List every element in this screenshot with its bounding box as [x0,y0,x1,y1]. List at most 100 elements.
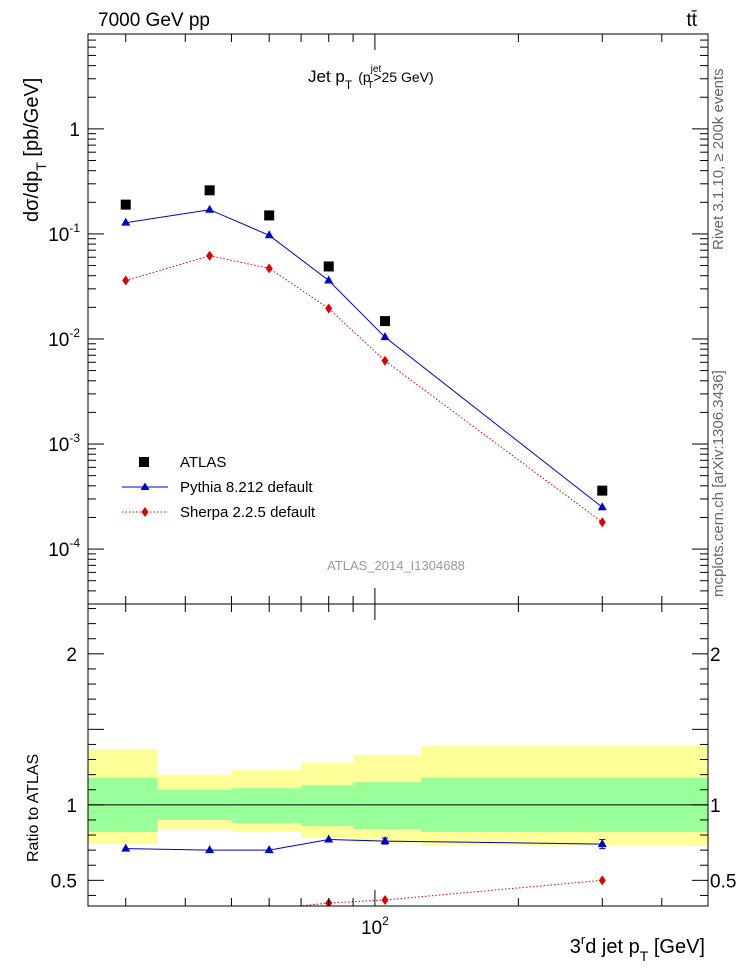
ratio-data-point [597,839,607,848]
main-y-tick-label: 10-2 [48,326,80,351]
x-axis-label-sup: r [581,932,586,947]
ratio-y-ticks [88,608,708,896]
data-point [120,199,131,210]
main-panel: 10-410-310-210-11 Jet pT (pjet T>25 GeV) d… [21,33,709,605]
inner-uncertainty-band [231,788,302,823]
inner-uncertainty-band [301,785,354,826]
legend-atlas-label: ATLAS [180,454,226,471]
panel-title-paren: (p [358,69,371,85]
panel-title-sup: jet [370,64,382,75]
main-y-tick-label: 10-1 [48,221,80,246]
series-2 [122,250,606,528]
ratio-y-tick-label-left-2: 2 [66,645,77,666]
x-axis-label-rest: [GeV] [648,936,705,958]
x-axis-label-main: 3 [570,936,581,958]
legend-sherpa-label: Sherpa 2.2.5 default [180,504,316,521]
x-tick-label-exp: 2 [382,914,389,928]
legend-entry-atlas: ATLAS [139,454,226,471]
ratio-y-tick-label-left-1: 1 [66,796,77,817]
legend-sherpa-marker [141,507,149,517]
ratio-data-point [205,845,215,854]
analysis-watermark: ATLAS_2014_I1304688 [327,558,465,573]
panel-title: Jet pT (pjet T>25 GeV) [308,64,434,92]
data-point [380,332,390,341]
ratio-y-axis-label: Ratio to ATLAS [25,754,42,862]
ratio-x-ticks [125,604,663,906]
ratio-data-point [381,894,389,905]
panel-title-sub: T [345,78,353,92]
x-axis-label-sub: T [640,948,649,964]
ratio-data-point [380,836,390,845]
ratio-data-point [122,922,129,932]
main-y-axis-label-rest: [pb/GeV] [21,78,43,163]
data-point [204,185,215,196]
ratio-data-point [598,875,606,886]
header-right-title: tt̄ [686,10,697,31]
main-y-tick-label-exp: -1 [69,221,80,235]
series-1 [121,204,607,511]
data-point [380,316,391,327]
panel-title-sub2: T [367,80,373,91]
main-y-tick-label-exp: -3 [69,431,80,445]
series-line [125,209,603,508]
data-point [265,263,273,274]
main-x-ticks [125,34,663,604]
data-point [264,230,274,239]
ratio-y-tick-label-left-0.5: 0.5 [51,871,77,892]
main-y-tick-label: 10-3 [48,431,80,456]
ratio-data-point [121,843,131,852]
legend-entry-pythia: Pythia 8.212 default [122,479,313,496]
legend-entry-sherpa: Sherpa 2.2.5 default [122,504,316,521]
main-y-tick-label-exp: -4 [69,536,80,550]
panel-title-rest: >25 GeV) [373,69,433,85]
x-axis-label: 3rd jet pT [GeV] [570,932,705,964]
ratio-y-tick-label-right-1: 1 [710,796,721,817]
ratio-y-tick-label-right-0.5: 0.5 [710,871,736,892]
main-series [120,185,608,528]
ratio-series-line [125,839,603,851]
header-left-title: 7000 GeV pp [98,10,210,31]
main-y-tick-labels: 10-410-310-210-11 [48,120,80,561]
data-point [122,275,130,286]
data-point [324,275,334,284]
inner-uncertainty-band [353,782,422,829]
main-y-axis-label: dσ/dpT [pb/GeV] [21,78,49,222]
rivet-note: Rivet 3.1.10, ≥ 200k events [710,68,727,250]
main-y-tick-label-base: 10 [48,540,69,561]
legend: ATLAS Pythia 8.212 default Sherpa 2.2.5 … [122,454,316,521]
series-0 [120,185,608,496]
main-y-tick-label-exp: -2 [69,326,80,340]
ratio-frame [87,603,709,907]
ratio-uncertainty-bands [88,745,708,846]
legend-pythia-label: Pythia 8.212 default [180,479,313,496]
main-y-tick-label-base: 10 [48,435,69,456]
panel-title-main: Jet p [308,67,345,86]
main-y-tick-label: 10-4 [48,536,80,561]
x-tick-label-100: 102 [361,914,389,939]
data-point [205,204,215,213]
legend-pythia-marker [140,482,150,490]
ratio-series [121,834,607,932]
main-y-ticks [88,33,708,605]
data-point [121,217,131,226]
mcplots-note: mcplots.cern.ch [arXiv:1306.3436] [710,370,727,597]
legend-atlas-marker [139,457,149,467]
main-y-axis-label-main: dσ/dp [21,171,43,222]
data-point [323,261,334,272]
data-point [325,303,333,314]
ratio-panel: 0.5 1 2 0.5 1 2 Ratio to ATLAS 102 3rd j… [25,603,736,964]
main-y-tick-label-base: 1 [69,120,80,141]
x-tick-label-base: 10 [361,918,382,939]
ratio-data-point [324,834,334,843]
data-point [597,485,608,496]
main-y-tick-label: 1 [69,120,80,141]
data-point [598,517,606,528]
data-point [597,502,607,511]
data-point [206,250,214,261]
data-point [264,210,275,221]
x-axis-label-mid: d jet p [585,936,639,958]
ratio-data-point [264,845,274,854]
ratio-data-point [206,915,213,925]
ratio-series-0 [121,834,607,854]
